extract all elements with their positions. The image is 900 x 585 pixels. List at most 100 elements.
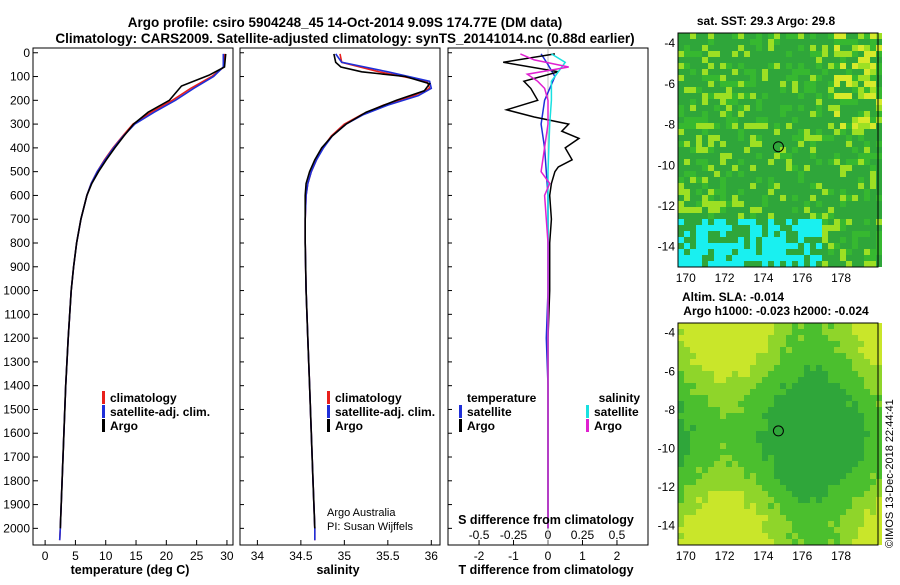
map-cell [780,533,786,539]
map-cell [762,111,768,117]
map-cell [750,377,756,383]
map-cell [678,111,684,117]
map-cell [780,195,786,201]
map-cell [714,117,720,123]
depth-axis: 0100200300400500600700800900100011001200… [3,46,452,535]
map-cell [786,99,792,105]
map-cell [780,461,786,467]
map-cell [702,443,708,449]
map-cell [738,255,744,261]
legend-sal-satellite-swatch [586,405,589,418]
map-cell [720,207,726,213]
map-cell [858,335,864,341]
map-cell [696,39,702,45]
map-cell [804,443,810,449]
map-cell [810,521,816,527]
map-cell [690,81,696,87]
map-cell [768,237,774,243]
map-cell [864,485,870,491]
map-cell [870,515,876,521]
map-cell [744,413,750,419]
map-cell [720,75,726,81]
map-cell [870,177,876,183]
map-cell [738,335,744,341]
map-cell [840,371,846,377]
map-cell [786,479,792,485]
map-cell [744,141,750,147]
map-cell [750,407,756,413]
map-cell [750,51,756,57]
map-cell [708,105,714,111]
map-cell [768,353,774,359]
map-cell [816,75,822,81]
map-cell [762,159,768,165]
map-cell [762,129,768,135]
map-cell [780,443,786,449]
map-cell [774,81,780,87]
map-cell [726,225,732,231]
map-cell [852,63,858,69]
map-cell [708,99,714,105]
map-cell [792,539,798,545]
map-cell [744,111,750,117]
map-cell [690,231,696,237]
map-cell [744,39,750,45]
map-cell [678,69,684,75]
map-cell [852,159,858,165]
map-cell [756,129,762,135]
map-cell [810,497,816,503]
map-cell [786,171,792,177]
map-cell [738,117,744,123]
map-cell [720,449,726,455]
map-cell [798,219,804,225]
map-cell [720,171,726,177]
map-cell [816,177,822,183]
map-cell [720,509,726,515]
map-cell [858,527,864,533]
map-cell [774,503,780,509]
map-cell [792,425,798,431]
map-cell [858,425,864,431]
map-cell [786,225,792,231]
map-cell [792,341,798,347]
map-cell [828,473,834,479]
map-cell [726,159,732,165]
map-cell [690,461,696,467]
map-cell [828,135,834,141]
map-cell [828,407,834,413]
imos-watermark: ©IMOS 13-Dec-2018 22:44:41 [884,399,896,548]
x-tick-label: 35.5 [376,549,400,563]
map-cell [792,329,798,335]
map-cell [708,189,714,195]
map-cell [798,87,804,93]
map-cell [858,213,864,219]
map-cell [828,159,834,165]
temperature-panel-frame [32,47,234,546]
map-cell [870,213,876,219]
map-cell [756,533,762,539]
map-cell [690,39,696,45]
map-lon-label: 176 [792,549,812,563]
map-cell [852,123,858,129]
map-cell [714,171,720,177]
map-cell [846,183,852,189]
map-cell [822,431,828,437]
map-cell [714,75,720,81]
map-cell [834,527,840,533]
map-cell [828,503,834,509]
map-cell [708,533,714,539]
map-cell [714,341,720,347]
map-cell [690,225,696,231]
map-cell [744,183,750,189]
map-cell [768,135,774,141]
map-cell [804,255,810,261]
map-cell [744,479,750,485]
map-cell [840,437,846,443]
map-cell [816,99,822,105]
map-cell [696,237,702,243]
map-cell [696,231,702,237]
map-cell [876,243,882,249]
map-cell [798,261,804,267]
map-cell [732,261,738,267]
map-cell [738,419,744,425]
